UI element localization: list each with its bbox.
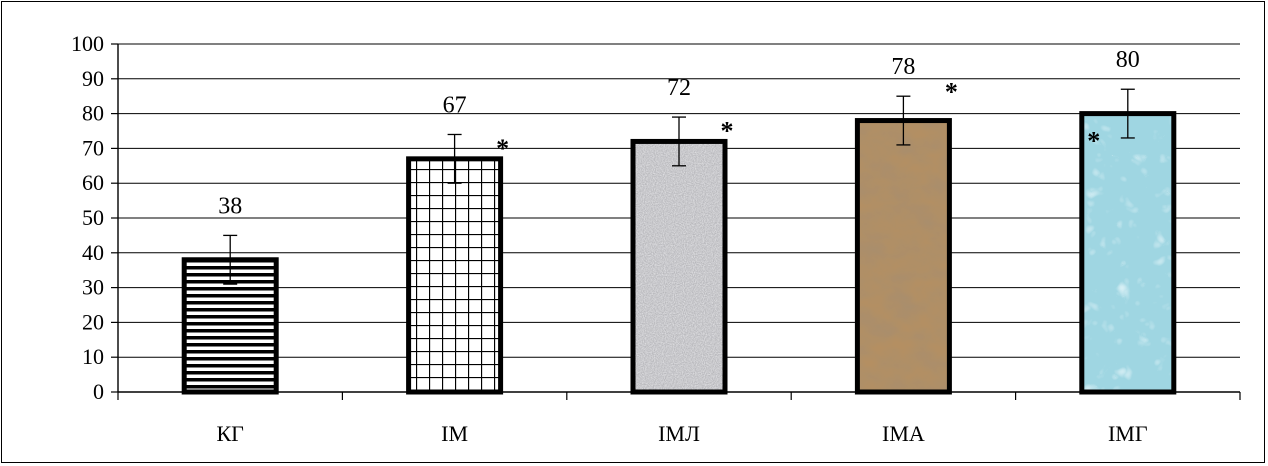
- significance-star: *: [721, 116, 734, 145]
- y-tick-label: 100: [71, 31, 104, 56]
- plot-area: 0 10 20 30 40 50 60 70 80 90 100 38 КГ 67 * ІМ 72 * ІМЛ 78 *…: [71, 31, 1241, 446]
- significance-star: *: [945, 78, 958, 107]
- data-label: 78: [891, 54, 915, 80]
- significance-star: *: [496, 134, 509, 163]
- x-category-label: ІМГ: [1108, 421, 1148, 446]
- bar-fill: [408, 158, 501, 392]
- y-tick-label: 10: [82, 344, 104, 369]
- bar-texture: [857, 120, 950, 392]
- y-tick-label: 60: [82, 170, 104, 195]
- data-label: 38: [218, 193, 242, 219]
- y-tick-label: 50: [82, 205, 104, 230]
- y-tick-label: 20: [82, 309, 104, 334]
- x-category-label: ІМЛ: [658, 421, 700, 446]
- bar-texture: [633, 141, 725, 392]
- y-tick-label: 80: [82, 101, 104, 126]
- y-tick-label: 30: [82, 275, 104, 300]
- data-label: 67: [443, 92, 467, 118]
- data-label: 80: [1116, 47, 1140, 73]
- y-tick-label: 0: [93, 379, 104, 404]
- x-category-label: КГ: [216, 421, 244, 446]
- x-category-label: ІМ: [441, 421, 468, 446]
- y-tick-label: 70: [82, 135, 104, 160]
- y-tick-label: 90: [82, 66, 104, 91]
- significance-star: *: [1087, 127, 1100, 156]
- x-category-label: ІМА: [882, 421, 925, 446]
- bar-texture: [1081, 113, 1174, 392]
- data-label: 72: [667, 75, 691, 101]
- y-tick-label: 40: [82, 240, 104, 265]
